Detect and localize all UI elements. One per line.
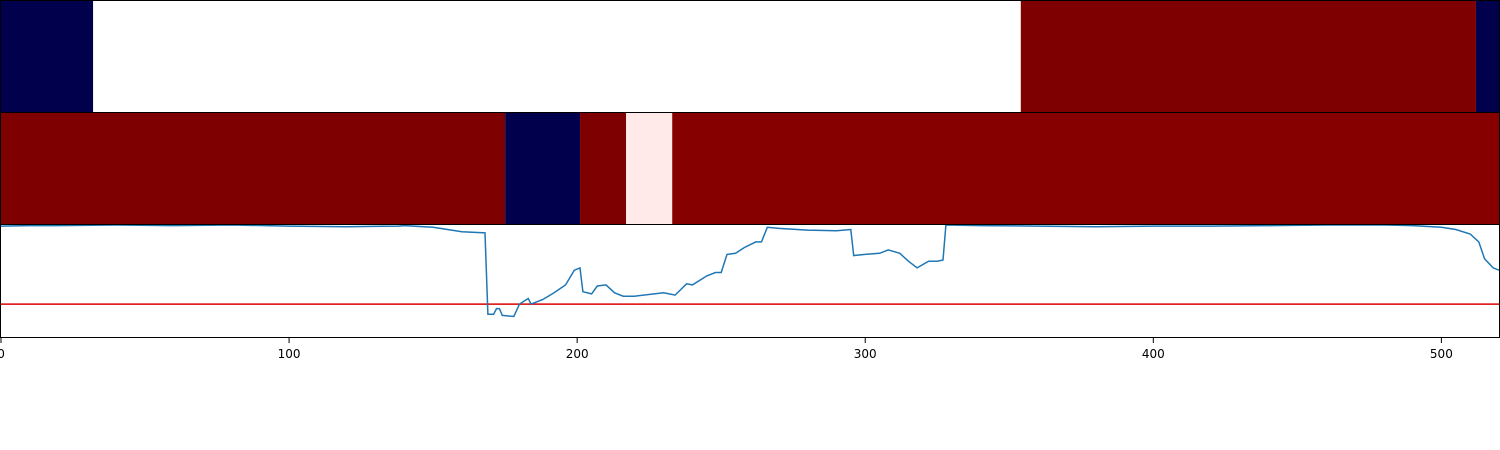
panel-frame-3 <box>0 224 1500 338</box>
x-axis: 0 100 200 300 400 500 <box>0 338 1453 361</box>
x-tick-label-100: 100 <box>278 347 301 361</box>
heatmap-row-1 <box>0 0 1500 113</box>
x-tick-label-400: 400 <box>1142 347 1165 361</box>
heatmap-cell-2-0 <box>1 113 506 225</box>
heatmap-cell-1-0 <box>1 1 94 113</box>
heatmap-cell-2-3 <box>626 113 673 225</box>
x-tick-label-300: 300 <box>854 347 877 361</box>
heatmap-cell-2-4 <box>672 113 1499 225</box>
heatmap-cell-1-2 <box>1020 1 1476 113</box>
line-panel <box>0 224 1500 338</box>
heatmap-cell-2-1 <box>505 113 581 225</box>
x-tick-label-500: 500 <box>1430 347 1453 361</box>
x-tick-label-0: 0 <box>0 347 5 361</box>
heatmap-cell-1-1 <box>93 1 1021 113</box>
x-tick-label-200: 200 <box>566 347 589 361</box>
heatmap-cell-2-2 <box>580 113 627 225</box>
heatmap-cell-1-3 <box>1475 1 1499 113</box>
series-line-0 <box>1 225 1499 318</box>
heatmap-row-2 <box>0 112 1500 225</box>
